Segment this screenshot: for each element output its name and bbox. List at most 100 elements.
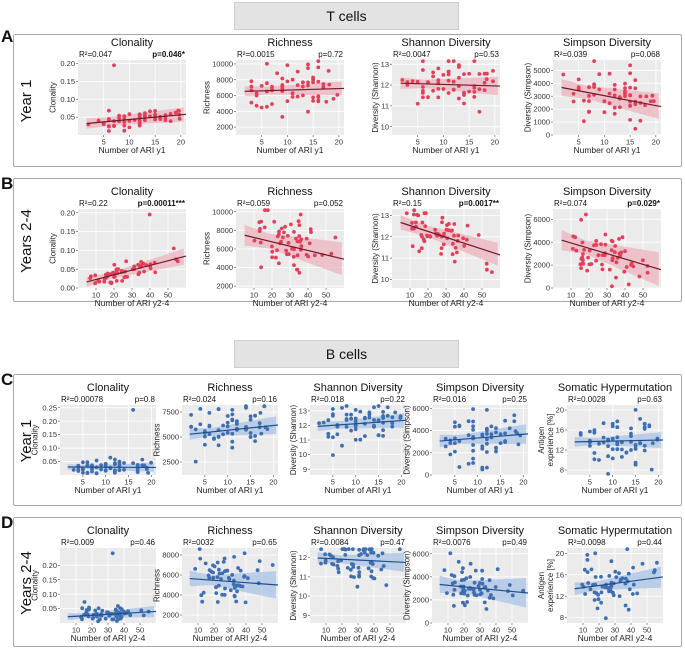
chart-a2-point [249,84,254,89]
chart-a2-y-tick-label: 4000 [216,107,233,116]
chart-d5-y-axis-label: Antigen [537,572,546,599]
chart-a3-point [426,80,430,85]
chart-c5-point [633,447,638,451]
chart-b3-x-tick-label: 10 [406,291,414,300]
chart-c1-y-tick-label: 0.25 [42,403,57,412]
chart-d4-point [442,568,447,572]
chart-c5-x-tick-label: 5 [588,478,592,487]
chart-c1-point [135,469,140,473]
chart-d5-point [631,565,635,570]
chart-c3-point [385,413,390,418]
chart-b2-point [306,254,311,259]
chart-d4-y-tick-label: 2000 [412,596,429,605]
chart-c5-point [642,421,647,426]
chart-b4-y-tick-label: 2000 [533,261,550,270]
chart-d3-point [357,570,362,575]
chart-d4-point [472,580,477,585]
chart-b1-point [112,275,116,279]
chart-b2-point [259,219,264,224]
chart-a2-regression-line [244,87,345,92]
chart-d1-y-tick-label: 0.15 [42,575,57,584]
chart-b2-point [279,226,284,231]
chart-c3-point [358,409,363,414]
chart-d2-point [203,561,208,566]
chart-c4-y-tick-label: 4000 [412,426,429,435]
chart-d5-point [625,547,630,551]
chart-b3-point [433,227,437,232]
chart-b4-point [592,243,596,248]
chart-a1-p-value: p=0.046* [152,50,186,59]
chart-b3-point [441,242,446,247]
chart-c1-point [122,461,126,465]
chart-d5-point [611,590,615,595]
chart-b3-y-tick-label: 11 [381,254,389,263]
chart-c4-point [453,424,457,429]
chart-a4-x-tick-label: 20 [652,138,660,147]
chart-c3-x-axis-label: Number of ARI y1 [324,485,391,495]
chart-b4-point [609,238,614,243]
chart-d2-point [242,575,246,579]
chart-c5-point [601,421,606,426]
chart-b3-point [452,233,456,238]
chart-a3-point [482,71,487,76]
chart-b2-point [258,240,263,245]
chart-b2-y-tick-label: 2000 [216,282,233,291]
chart-c5-point [642,425,647,430]
chart-c4-point [516,442,521,447]
chart-a1-y-tick-label: 0.10 [60,95,75,104]
chart-a2-point [295,94,300,99]
chart-b2-x-axis-label: Number of ARI y2-4 [253,298,328,308]
chart-b3-point [421,237,426,242]
chart-d1-x-tick-label: 30 [104,626,112,635]
chart-d4-point [479,591,484,596]
chart-b2-point [333,235,338,240]
chart-b4-x-tick-label: 30 [603,291,611,300]
chart-c1-x-tick-label: 5 [81,478,85,487]
chart-c2-y-tick-label: 7500 [162,408,179,417]
chart-a4-point [628,103,632,108]
chart-c2-x-axis-label: Number of ARI y1 [196,485,263,495]
chart-c4-point [485,437,489,442]
chart-d2-title: Richness [207,525,253,537]
chart-a2-point [331,96,336,101]
chart-a4-point [633,126,638,131]
chart-c2-point [230,445,235,450]
chart-a4-point [602,99,607,104]
chart-d2-point [199,593,204,598]
chart-c1-point [85,470,90,475]
chart-c2-point [221,423,226,428]
chart-b3-title: Shannon Diversity [401,186,491,198]
chart-c1-point [76,468,81,472]
chart-a1-point [143,113,147,117]
chart-a3-point [462,101,466,106]
chart-a4-y-tick-label: 0 [546,131,550,140]
chart-b2-point [252,238,257,243]
chart-c3-point [349,412,353,417]
chart-d1-y-tick-label: 0.20 [42,561,57,570]
chart-d3-point [379,567,384,572]
chart-b3-r-squared: R²=0.15 [393,199,422,208]
chart-b4-point [613,244,618,248]
chart-c4-point [471,456,475,461]
chart-d1-y-tick-label: 0.10 [42,590,57,599]
chart-b2-point [275,248,279,253]
chart-d5-point [652,570,656,575]
chart-b3-point [445,223,449,228]
chart-d4-point [483,585,488,589]
chart-d1-point [110,551,115,556]
chart-d3-point [343,553,348,557]
chart-d3-x-tick-label: 10 [322,626,330,635]
chart-d5-point [603,616,608,621]
chart-b2-point [329,251,334,256]
chart-c1-x-axis-label: Number of ARI y1 [74,485,141,495]
chart-c3-point [381,410,385,414]
chart-c1-point [94,458,99,463]
chart-b3-y-tick-label: 10 [381,275,389,284]
chart-a3-r-squared: R²=0.0047 [393,50,431,59]
chart-a3-point [421,91,425,95]
chart-c3-point [390,421,395,425]
chart-a1-point [112,63,116,68]
chart-d5-x-axis-label: Number of ARI y2-4 [578,633,653,643]
chart-b4-point [637,274,642,279]
